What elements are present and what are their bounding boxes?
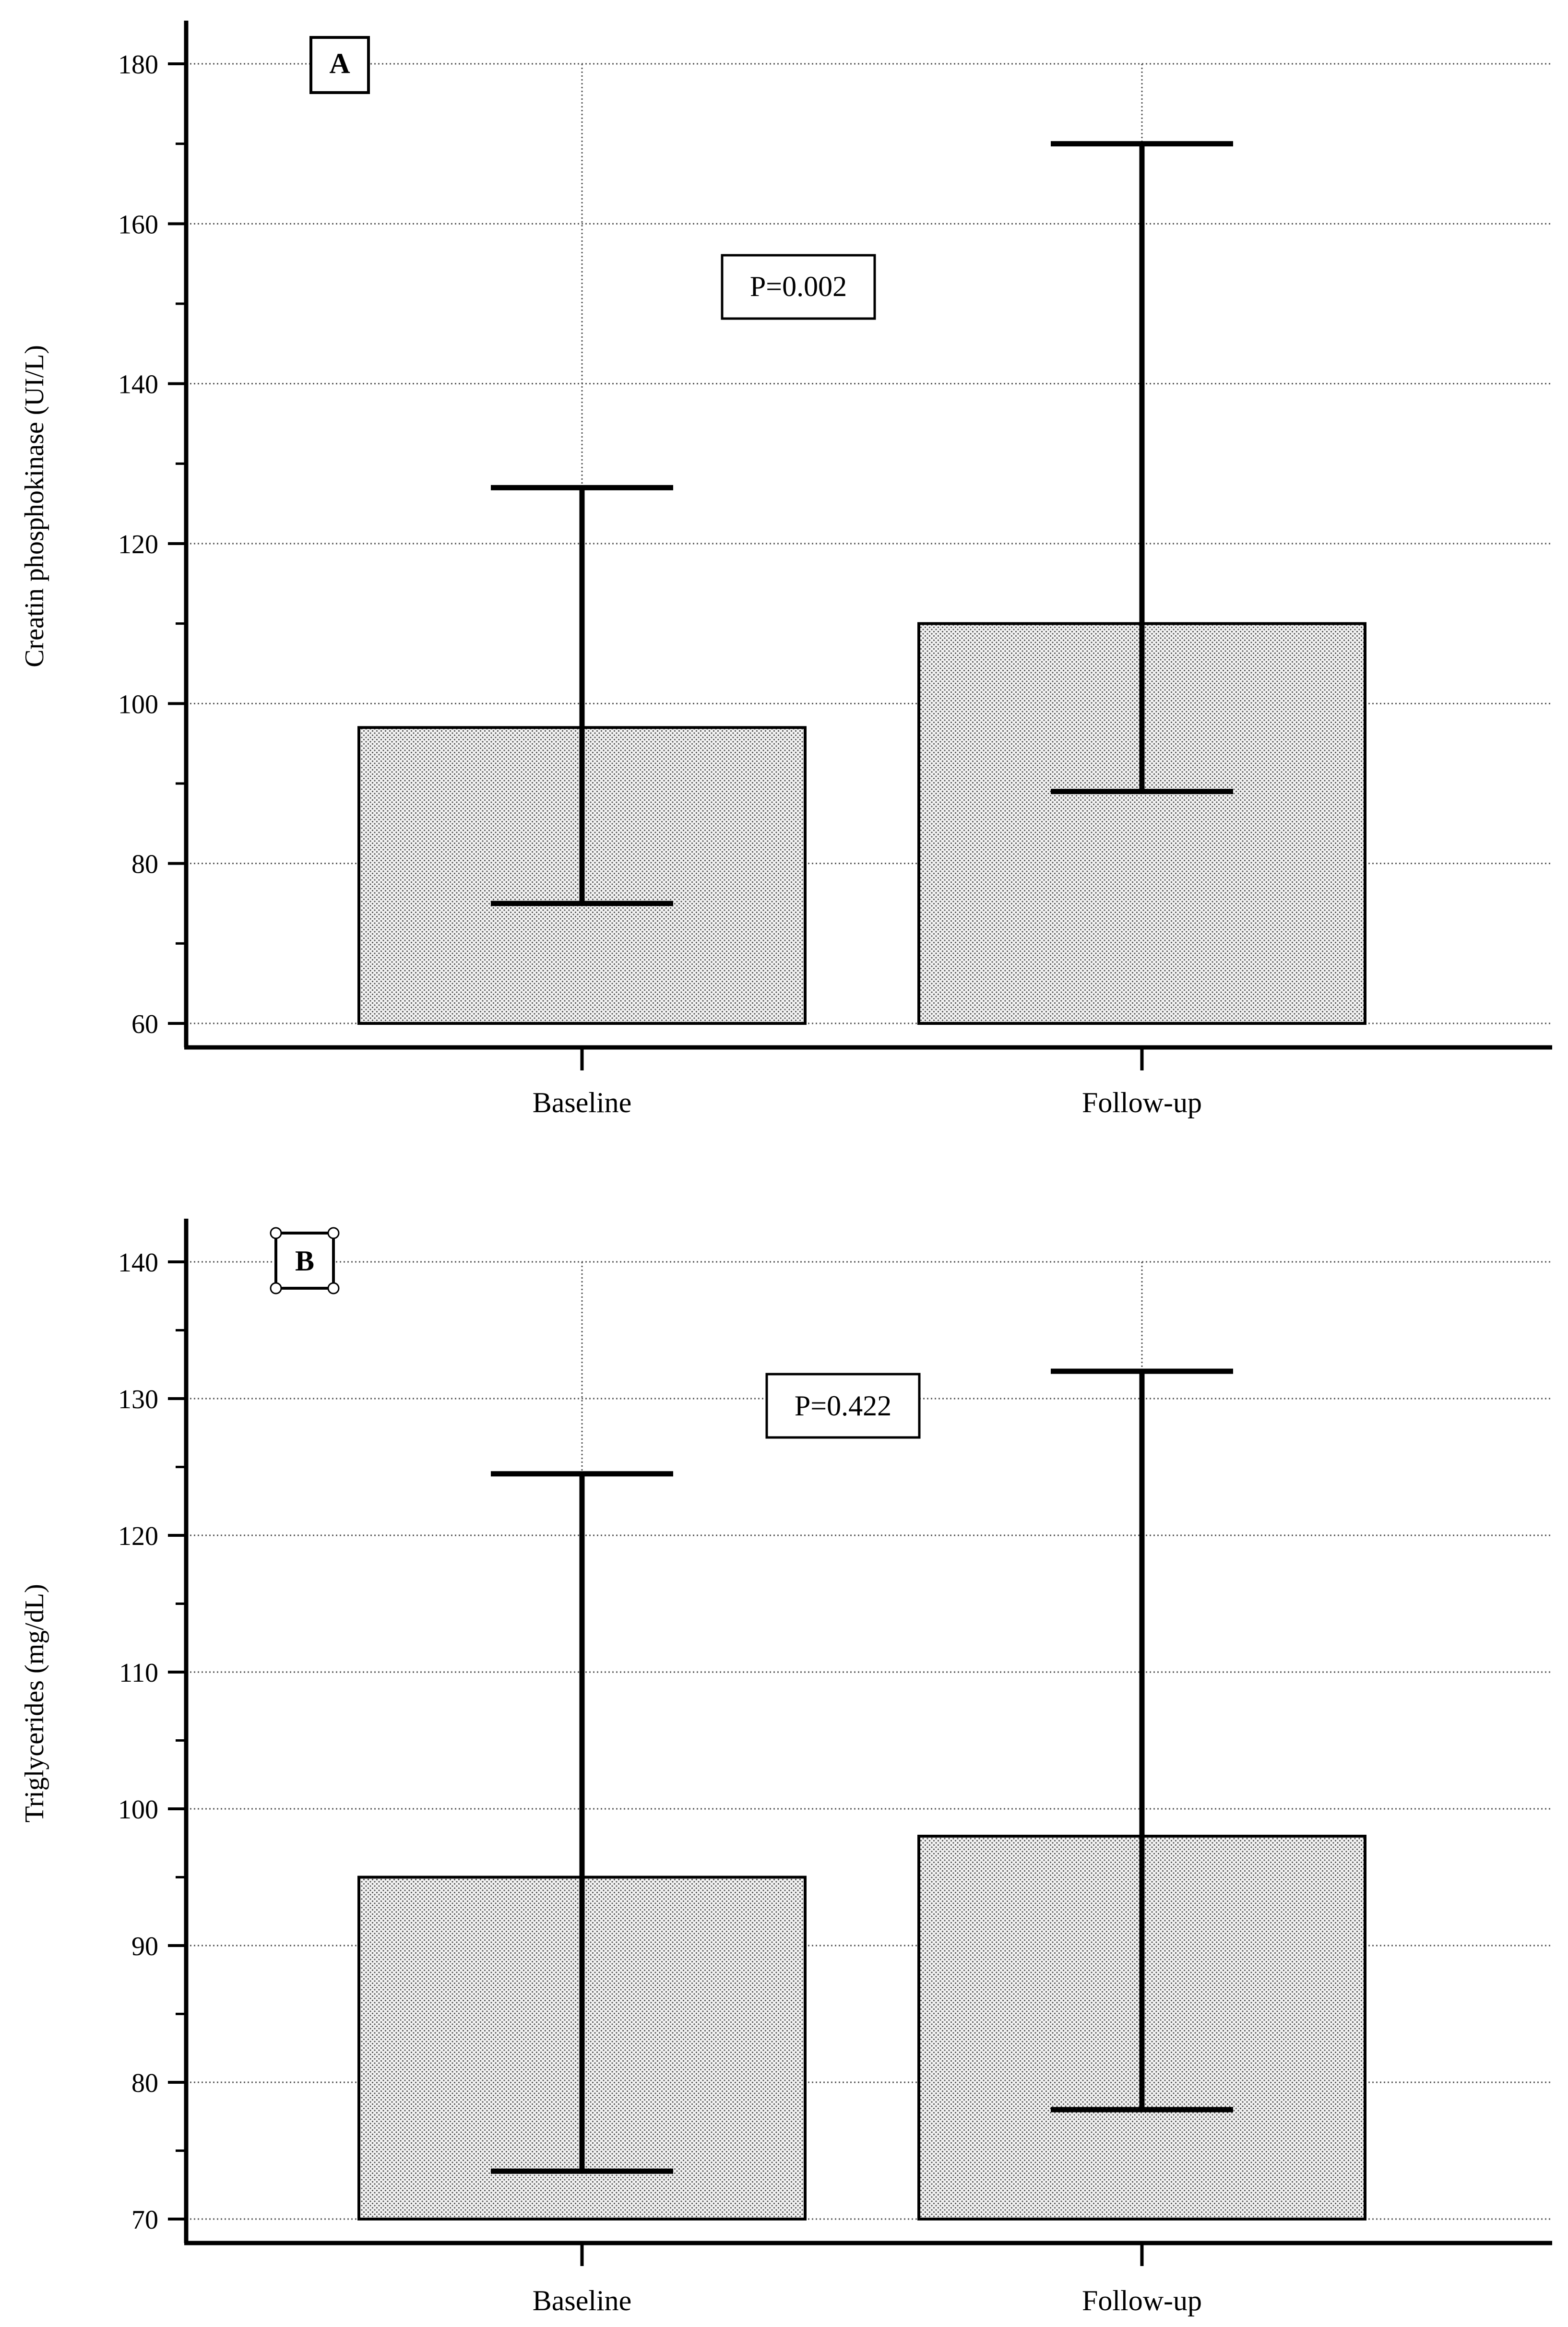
x-category-label: Follow-up [1082,1087,1202,1118]
x-category-label: Baseline [533,1087,632,1118]
bars [357,1835,1366,2220]
y-tick-label: 120 [118,530,158,559]
y-tick-label: 140 [118,370,158,400]
panel-label-box: A [309,36,370,94]
y-tick-label: 90 [131,1932,158,1961]
y-tick-label: 110 [119,1658,158,1688]
p-value-label: P=0.002 [750,271,847,302]
y-tick-label: 130 [118,1385,158,1414]
panel-b-chart: 70 80 90 100 110 120 130 140 Baseline Follow-up T… [20,1219,1552,2316]
selection-handle [270,1227,282,1239]
y-tick-label: 120 [118,1521,158,1551]
y-tick-label: 80 [131,2068,158,2098]
p-value-label: P=0.422 [795,1390,891,1422]
ticks: 70 80 90 100 110 120 130 140 Baseline Follow-up [118,1248,1202,2316]
selection-handle [270,1282,282,1294]
panel-letter: A [329,47,350,79]
panel-letter: B [295,1245,314,1277]
panel-label-box: B [270,1227,340,1294]
p-value-box: P=0.422 [765,1373,921,1439]
y-tick-label: 100 [118,689,158,719]
y-tick-label: 70 [131,2205,158,2235]
y-tick-label: 160 [118,210,158,239]
ticks: 60 80 100 120 140 160 180 Baseline Follow-up [118,50,1202,1118]
axes [184,1219,1552,2245]
error-bars [491,1368,1233,2174]
y-axis-title: Creatin phosphokinase (UI/L) [20,345,49,667]
y-axis-title: Triglycerides (mg/dL) [20,1584,49,1822]
y-tick-label: 60 [131,1009,158,1039]
selection-handle [327,1227,340,1239]
axes [184,21,1552,1050]
bars [357,622,1366,1025]
y-tick-label: 80 [131,850,158,879]
x-category-label: Follow-up [1082,2285,1202,2316]
y-tick-label: 140 [118,1248,158,1278]
y-tick-label: 180 [118,50,158,80]
error-bars [491,141,1233,906]
p-value-box: P=0.002 [721,254,876,320]
panel-a-chart: 60 80 100 120 140 160 180 Baseline Follow-up Cre… [20,21,1552,1118]
x-category-label: Baseline [533,2285,632,2316]
y-tick-label: 100 [118,1795,158,1825]
selection-handle [327,1282,340,1294]
